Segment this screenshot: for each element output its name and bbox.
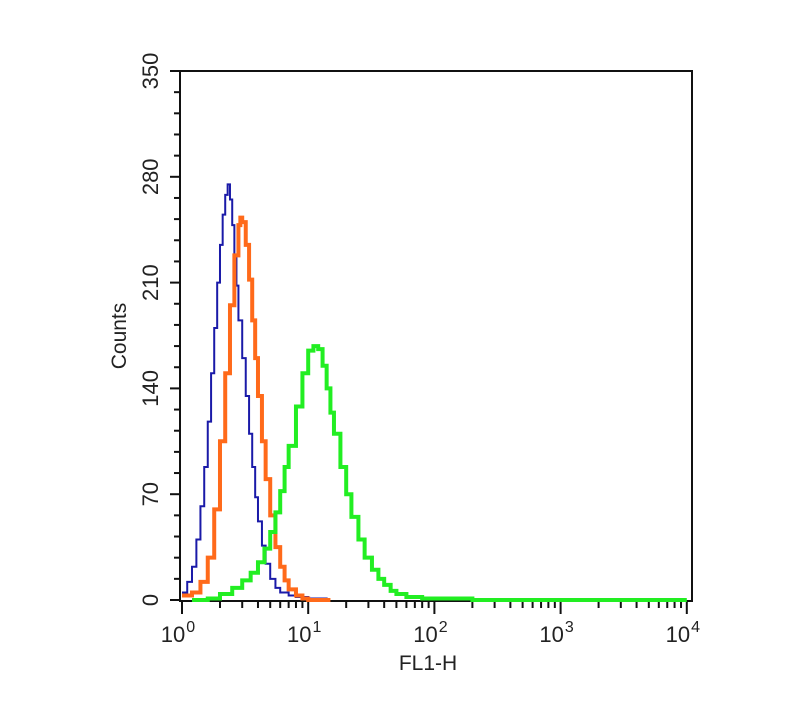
x-tick-label: 102 [413, 619, 447, 647]
histogram-series [182, 183, 687, 602]
y-tick-label: 140 [138, 370, 163, 407]
y-tick-label: 210 [138, 264, 163, 301]
series-line-1 [182, 215, 331, 602]
x-axis: 100 101 102 103 104 [161, 601, 700, 647]
y-tick-label: 0 [138, 594, 163, 606]
series-line-0 [182, 183, 328, 600]
plot-area [179, 70, 693, 602]
x-tick-label: 104 [666, 619, 700, 647]
y-tick-label: 70 [138, 482, 163, 506]
y-axis-title: Counts [108, 303, 131, 370]
x-tick-label: 100 [161, 619, 195, 647]
y-tick-label: 280 [138, 158, 163, 195]
x-axis-title: FL1-H [399, 652, 457, 675]
x-tick-label: 101 [287, 619, 321, 647]
x-tick-label: 103 [539, 619, 573, 647]
series-line-2 [191, 344, 687, 602]
y-tick-label: 350 [138, 53, 163, 90]
y-axis: 0 70 140 210 280 350 [138, 53, 180, 606]
